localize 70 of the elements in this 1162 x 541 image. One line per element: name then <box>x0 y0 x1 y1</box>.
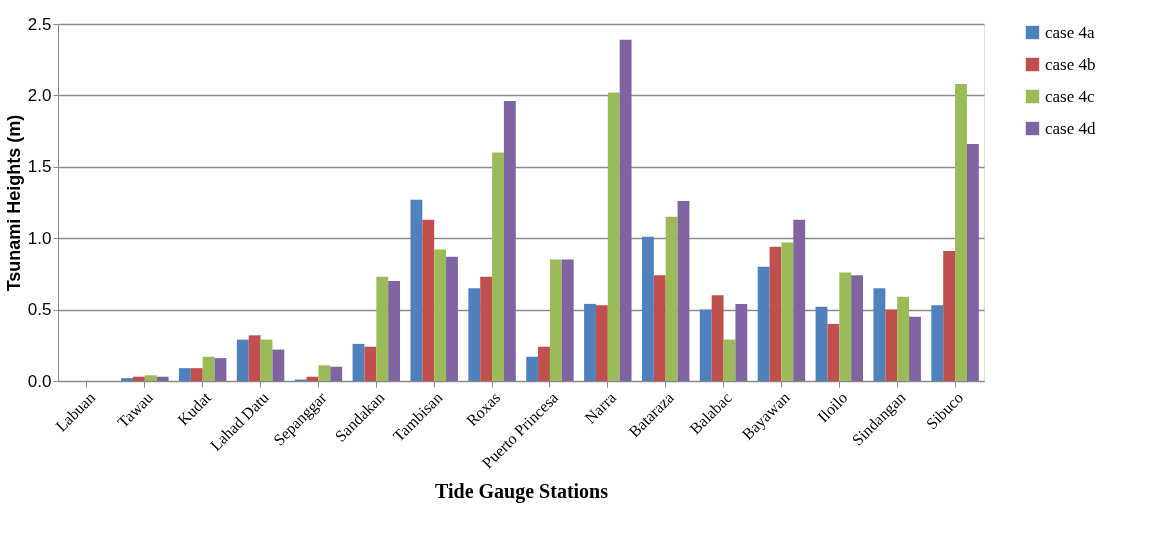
bar <box>711 295 724 381</box>
bar <box>839 272 852 381</box>
y-tick-label: 2.0 <box>27 85 52 105</box>
bar <box>526 356 539 381</box>
bar <box>955 83 967 381</box>
bar <box>931 305 944 381</box>
bar <box>885 309 898 381</box>
bar <box>873 288 886 381</box>
bar <box>388 281 401 381</box>
bar <box>735 303 748 381</box>
bar <box>492 152 504 381</box>
bar <box>364 346 377 381</box>
y-tick-label: 1.5 <box>27 157 52 177</box>
y-tick-label: 1.0 <box>27 228 52 248</box>
y-tick-label: 2.5 <box>27 14 52 34</box>
bar <box>446 256 458 381</box>
y-axis-title: Tsunami Heights (m) <box>3 114 24 292</box>
bar <box>144 375 157 381</box>
bar <box>248 335 261 381</box>
bar <box>434 249 447 381</box>
bar <box>757 266 770 381</box>
bar <box>132 376 145 381</box>
legend-label: case 4b <box>1045 54 1096 74</box>
bar <box>503 101 516 381</box>
bar <box>156 376 169 381</box>
bar <box>352 343 365 381</box>
bar <box>468 288 481 381</box>
bar <box>422 219 435 381</box>
bar <box>538 346 550 381</box>
bar <box>190 368 203 381</box>
bar <box>665 216 678 381</box>
bar <box>376 276 389 381</box>
bar <box>966 143 979 381</box>
bar <box>815 306 828 381</box>
bar <box>677 201 690 381</box>
bar <box>480 276 493 381</box>
bar <box>561 259 574 381</box>
bar <box>943 251 956 381</box>
bar <box>699 309 712 381</box>
legend-label: case 4d <box>1045 118 1096 138</box>
x-axis-title: Tide Gauge Stations <box>435 479 609 503</box>
y-tick-label: 0.5 <box>27 300 52 320</box>
bar <box>723 339 736 381</box>
bar <box>653 275 666 381</box>
bar <box>793 219 806 381</box>
bar <box>178 368 191 381</box>
bar <box>236 339 249 381</box>
bar <box>641 236 654 381</box>
bar <box>769 246 782 381</box>
bar <box>607 92 620 381</box>
bar <box>121 378 133 381</box>
bar <box>909 316 921 381</box>
bar <box>781 242 794 381</box>
bar <box>214 358 227 381</box>
bar <box>272 349 285 381</box>
bar <box>827 323 840 381</box>
bar <box>549 259 562 381</box>
legend-label: case 4a <box>1045 22 1095 42</box>
legend-label: case 4c <box>1045 86 1095 106</box>
y-tick-label: 0.0 <box>27 371 52 391</box>
bar <box>330 366 343 381</box>
bar <box>410 199 423 381</box>
bar <box>595 305 608 381</box>
bar <box>202 356 215 381</box>
bar <box>851 275 864 381</box>
bar <box>584 303 596 381</box>
bar <box>260 339 273 381</box>
bar <box>619 39 632 381</box>
bar <box>897 296 910 381</box>
bar <box>318 365 331 381</box>
